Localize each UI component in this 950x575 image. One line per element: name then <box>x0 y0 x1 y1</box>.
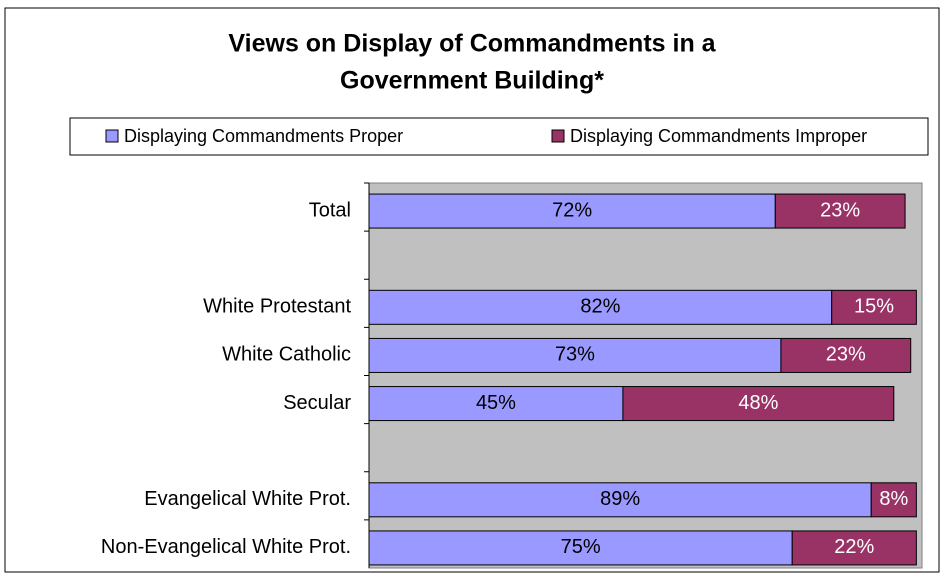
bar-segment <box>831 289 917 325</box>
data-label: 72% <box>552 199 592 221</box>
data-label: 23% <box>826 344 866 366</box>
bar-segment <box>774 193 906 229</box>
data-label: 82% <box>580 296 620 318</box>
bar-segment <box>368 530 793 566</box>
chart-title: Views on Display of Commandments in a <box>228 30 716 58</box>
y-tick-label: Evangelical White Prot. <box>144 488 351 510</box>
data-label: 23% <box>820 199 860 221</box>
bar-segment <box>368 193 776 229</box>
data-label: 15% <box>854 296 894 318</box>
data-label: 48% <box>738 392 778 414</box>
bar-segment <box>368 386 624 422</box>
legend-label: Displaying Commandments Proper <box>124 126 403 146</box>
data-label: 75% <box>561 536 601 558</box>
legend-box <box>69 117 929 156</box>
legend-swatch <box>551 129 565 143</box>
y-tick-label: Secular <box>283 392 351 414</box>
bar-segment <box>870 482 917 518</box>
bar-segment <box>780 337 912 373</box>
bar-segment <box>791 530 917 566</box>
legend-label: Displaying Commandments Improper <box>570 126 867 146</box>
chart-title: Government Building* <box>340 67 604 95</box>
bar-segment <box>622 386 895 422</box>
y-tick-label: White Protestant <box>203 296 351 318</box>
y-tick-label: Total <box>309 199 351 221</box>
legend-swatch <box>105 129 119 143</box>
data-label: 8% <box>879 488 908 510</box>
bar-segment <box>368 482 872 518</box>
y-tick-label: White Catholic <box>222 344 351 366</box>
data-label: 22% <box>834 536 874 558</box>
data-label: 89% <box>600 488 640 510</box>
data-label: 45% <box>476 392 516 414</box>
data-label: 73% <box>555 344 595 366</box>
y-tick-label: Non-Evangelical White Prot. <box>101 536 351 558</box>
bar-segment <box>368 289 833 325</box>
